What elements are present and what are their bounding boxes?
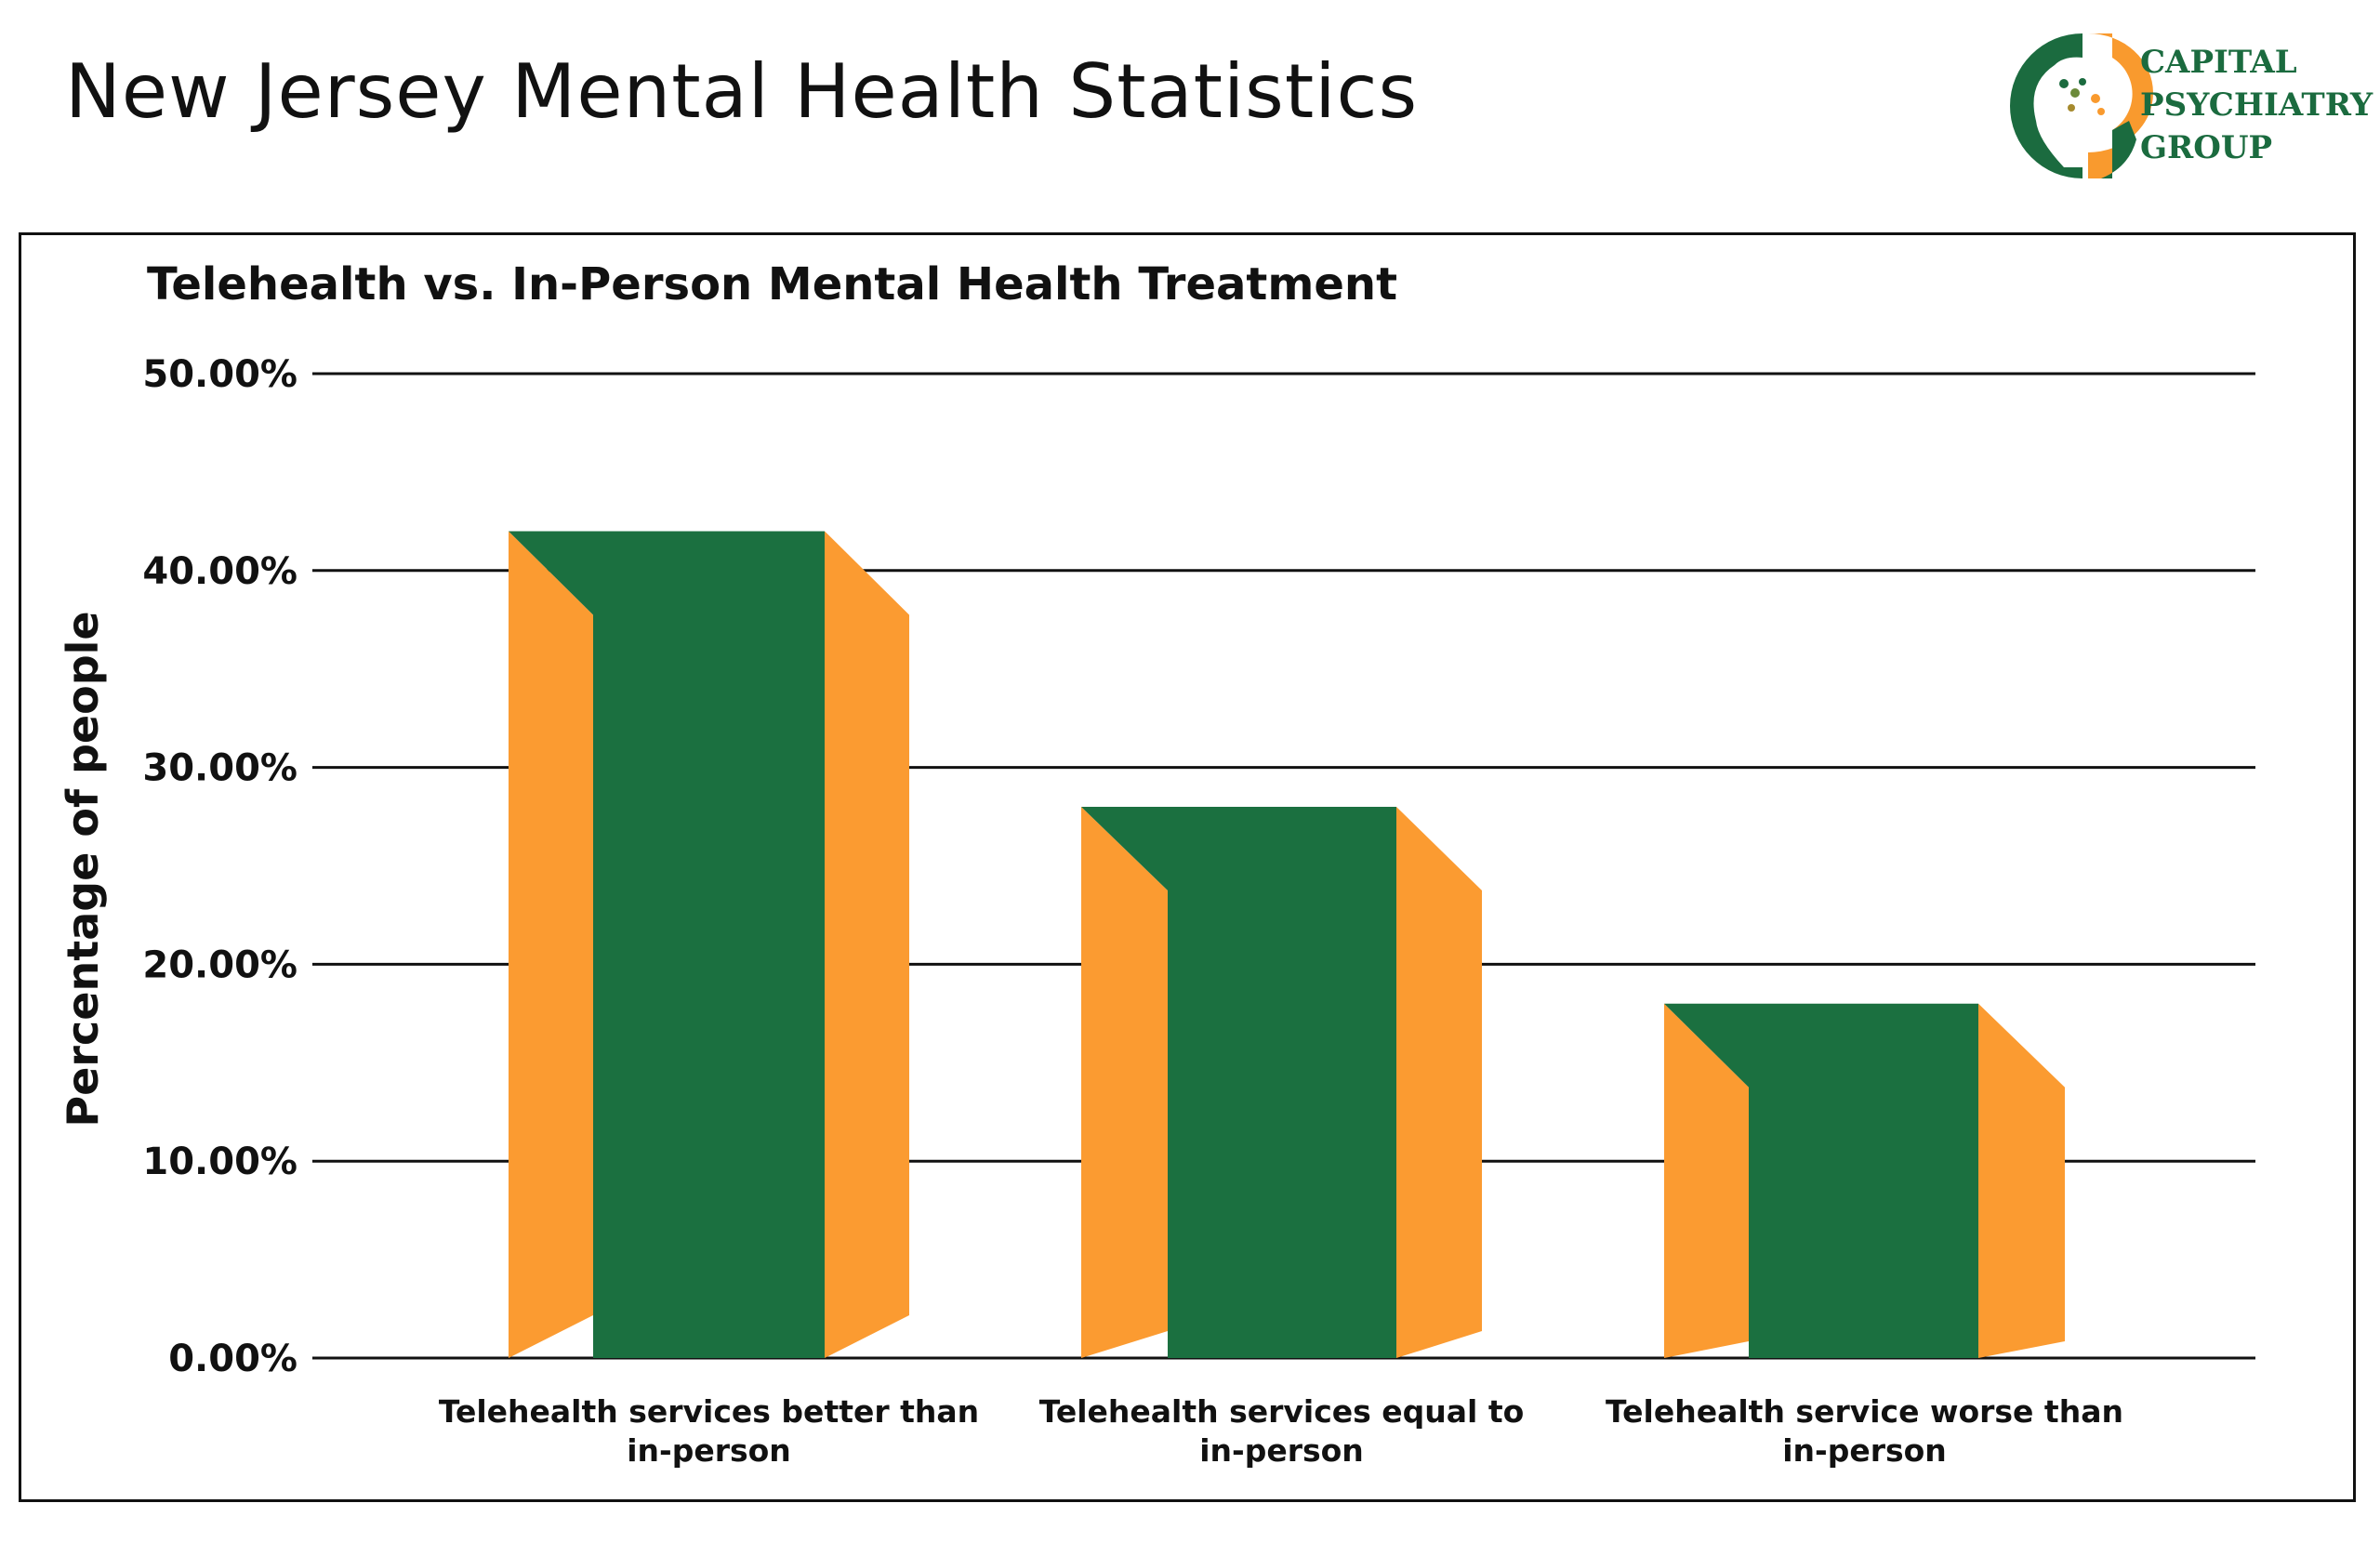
y-tick-label: 30.00% (142, 747, 298, 790)
y-tick-label: 0.00% (168, 1338, 298, 1380)
bar (1664, 1003, 2065, 1358)
y-tick-label: 40.00% (142, 550, 298, 593)
bar-front-face (593, 531, 825, 1358)
y-tick-label: 50.00% (142, 353, 298, 396)
y-tick-label: 10.00% (142, 1141, 298, 1183)
bar-front-face (1749, 1003, 1978, 1358)
x-tick-label: in-person (627, 1432, 791, 1469)
x-tick-label: Telehealth services equal to (1039, 1393, 1525, 1430)
bar (509, 531, 909, 1358)
x-tick-label: Telehealth service worse than (1606, 1393, 2123, 1430)
bar-left-face (509, 531, 593, 1358)
chart-frame (19, 232, 2356, 1502)
logo-line: PSYCHIATRY (2140, 86, 2373, 124)
x-tick-label: Telehealth services better than (439, 1393, 979, 1430)
x-tick-label: in-person (1782, 1432, 1947, 1469)
chart-title: Telehealth vs. In-Person Mental Health T… (147, 258, 1397, 310)
bar-right-face (825, 531, 909, 1358)
y-axis-label: Percentage of people (58, 611, 108, 1127)
x-tick-label: in-person (1199, 1432, 1364, 1469)
y-tick-label: 20.00% (142, 943, 298, 986)
bar-top-bevel (1664, 1003, 1749, 1088)
bar-left-face (1664, 1003, 1749, 1358)
bar-right-face (1396, 806, 1482, 1358)
bar-top-bevel (509, 531, 593, 615)
bar-top-bevel (1081, 806, 1168, 890)
bar-front-face (1168, 806, 1396, 1358)
bar (1081, 806, 1482, 1358)
logo-text: CAPITAL PSYCHIATRY GROUP (2140, 41, 2373, 169)
bar-right-face (1978, 1003, 2065, 1358)
logo-line: CAPITAL (2140, 44, 2297, 81)
logo-line: GROUP (2140, 129, 2273, 166)
page-title: New Jersey Mental Health Statistics (65, 48, 1419, 135)
capital-psychiatry-group-logo (2010, 33, 2153, 178)
bar-left-face (1081, 806, 1168, 1358)
